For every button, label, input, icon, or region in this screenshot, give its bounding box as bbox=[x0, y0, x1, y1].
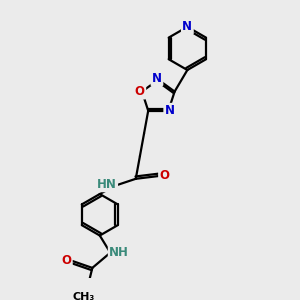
Text: NH: NH bbox=[109, 246, 129, 259]
Text: CH₃: CH₃ bbox=[73, 292, 95, 300]
Text: N: N bbox=[182, 20, 192, 33]
Text: O: O bbox=[135, 85, 145, 98]
Text: O: O bbox=[61, 254, 71, 267]
Text: O: O bbox=[160, 169, 170, 182]
Text: N: N bbox=[152, 72, 162, 85]
Text: N: N bbox=[165, 104, 175, 117]
Text: HN: HN bbox=[97, 178, 117, 191]
